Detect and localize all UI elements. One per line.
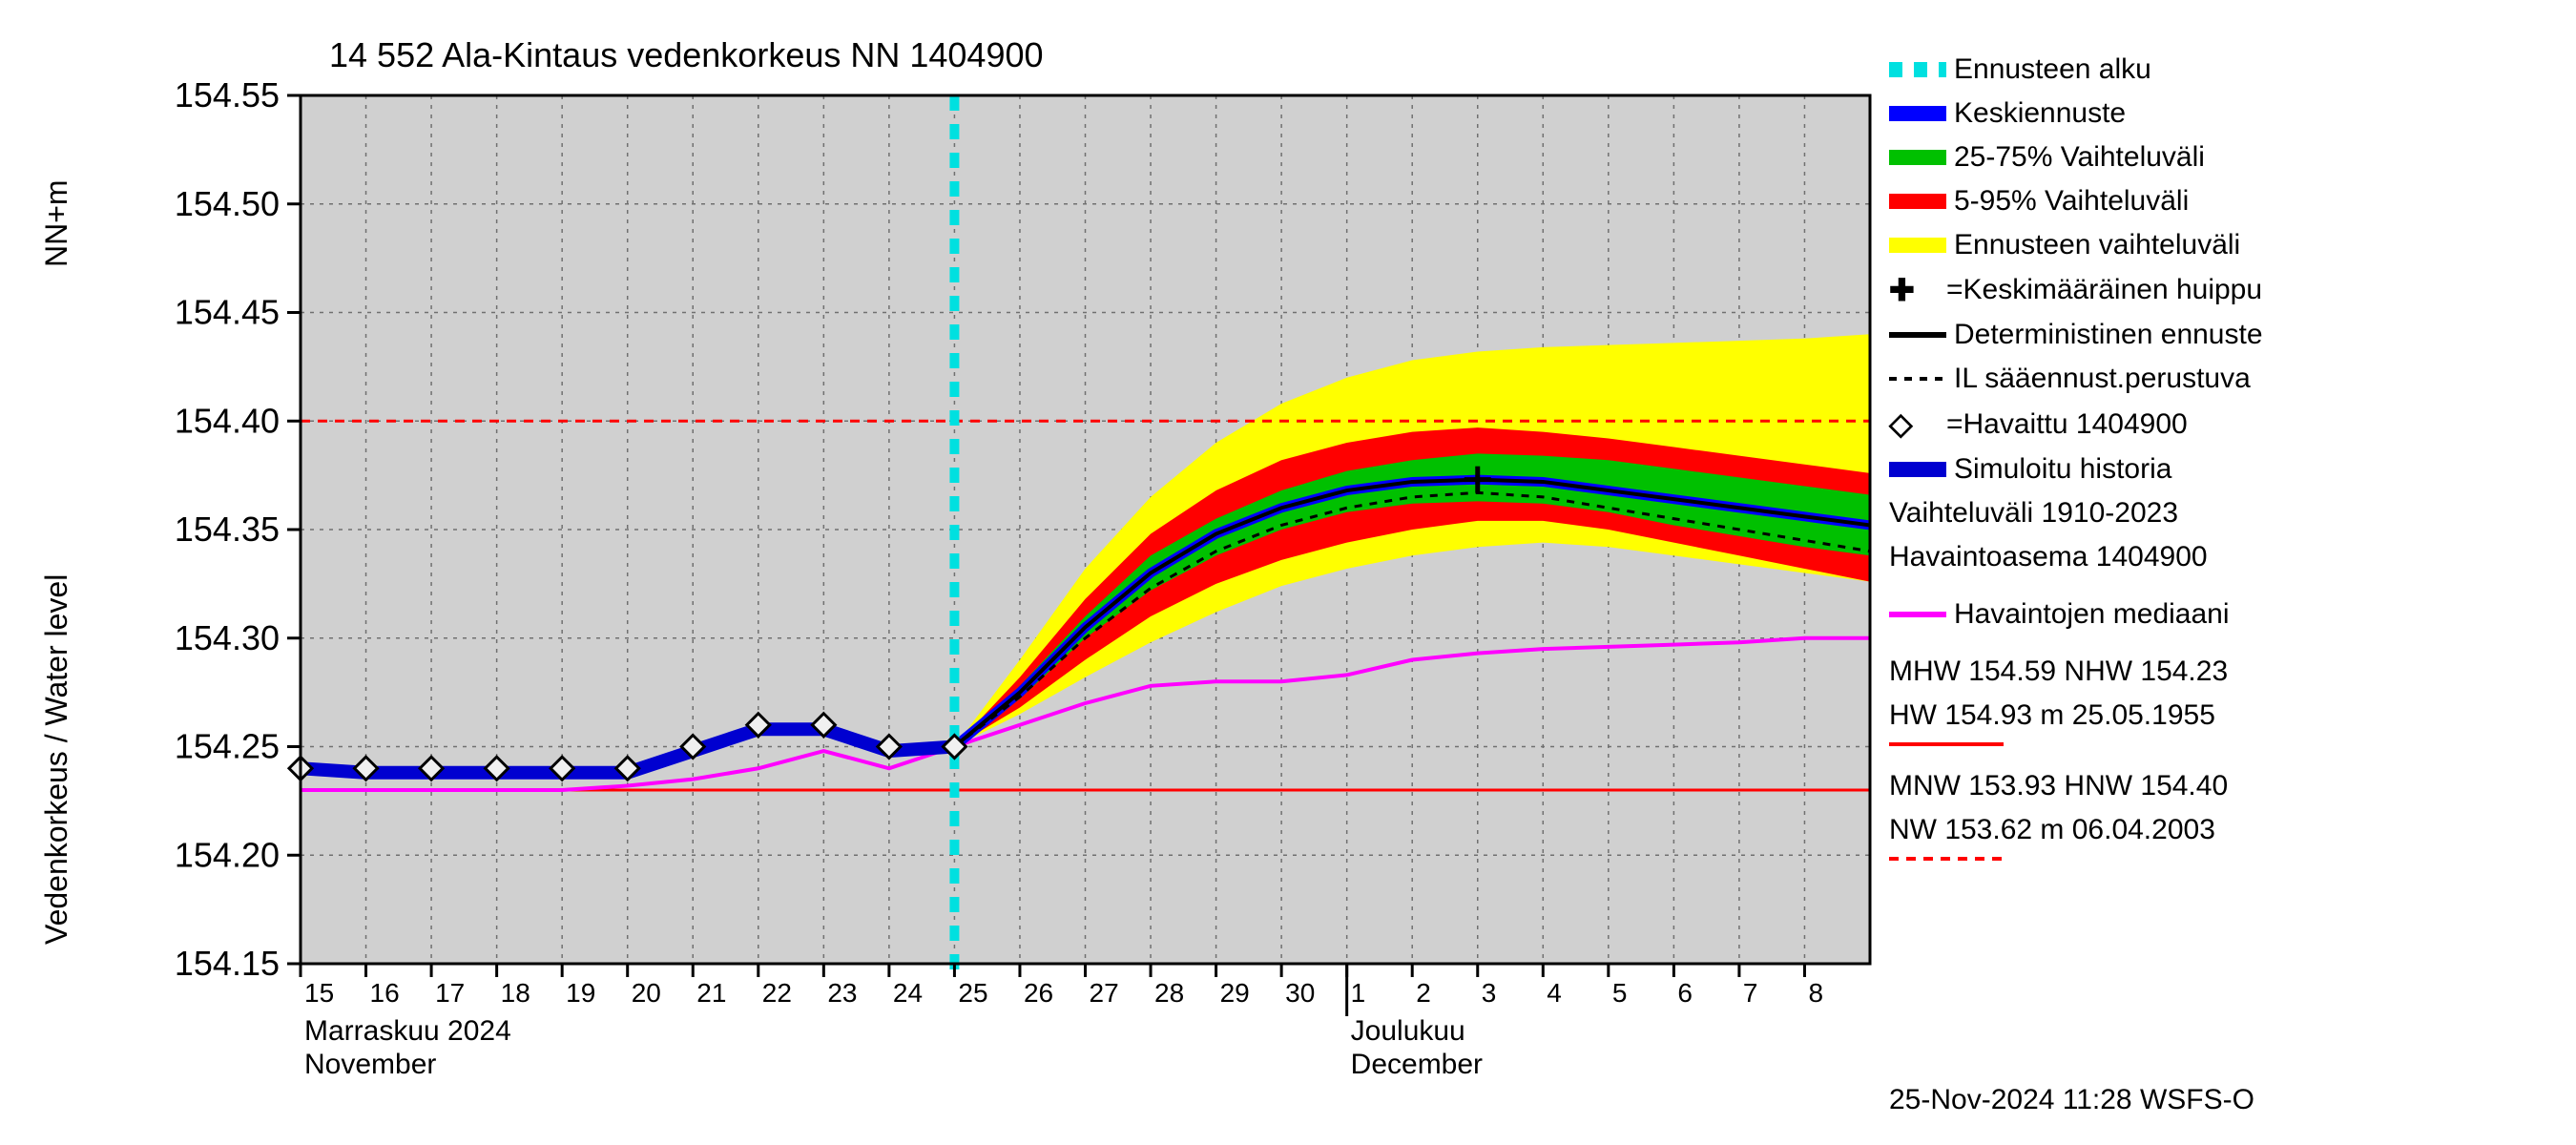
svg-text:21: 21 [696,978,726,1008]
legend-swatch [1889,612,1946,617]
svg-text:November: November [304,1049,436,1080]
legend-swatch [1889,194,1946,209]
legend-line-nwtxt2 [1889,857,2557,861]
legend-line-hwtxt2 [1889,742,2557,746]
legend-item-hwtxt2: HW 154.93 m 25.05.1955 [1889,698,2557,733]
svg-text:154.55: 154.55 [175,75,280,114]
legend-item-histrange: Vaihteluväli 1910-2023 [1889,496,2557,531]
legend-swatch [1889,106,1946,121]
svg-text:16: 16 [370,978,400,1008]
legend-item-peak: ✚=Keskimääräinen huippu [1889,272,2557,308]
legend-swatch [1889,332,1946,338]
svg-text:Marraskuu 2024: Marraskuu 2024 [304,1015,511,1047]
legend-swatch [1889,857,2004,861]
svg-text:8: 8 [1808,978,1823,1008]
svg-text:14 552 Ala-Kintaus vedenkorkeu: 14 552 Ala-Kintaus vedenkorkeus NN 14049… [329,35,1044,74]
svg-text:28: 28 [1154,978,1184,1008]
legend-item-hwtxt: MHW 154.59 NHW 154.23 [1889,655,2557,689]
legend-label: MNW 153.93 HNW 154.40 [1889,769,2228,803]
svg-text:3: 3 [1482,978,1497,1008]
svg-text:Joulukuu: Joulukuu [1351,1015,1465,1047]
svg-text:17: 17 [435,978,465,1008]
svg-text:December: December [1351,1049,1483,1080]
legend-item-obs: ◇=Havaittu 1404900 [1889,406,2557,442]
legend-swatch [1889,742,2004,746]
svg-text:154.15: 154.15 [175,944,280,983]
svg-text:25: 25 [958,978,987,1008]
legend-label: Ennusteen alku [1954,52,2151,87]
svg-text:Vedenkorkeus / Water level: Vedenkorkeus / Water level [39,574,73,945]
legend-swatch [1889,462,1946,477]
legend-label: 5-95% Vaihteluväli [1954,184,2189,219]
svg-text:20: 20 [632,978,661,1008]
svg-text:19: 19 [566,978,595,1008]
legend-item-p90: 5-95% Vaihteluväli [1889,184,2557,219]
svg-text:154.45: 154.45 [175,293,280,332]
legend-item-central: Keskiennuste [1889,96,2557,131]
svg-text:NN+m: NN+m [39,179,73,267]
svg-text:154.35: 154.35 [175,510,280,549]
legend-label: Havaintoasema 1404900 [1889,540,2208,574]
legend-label: IL sääennust.perustuva [1954,362,2251,396]
svg-text:154.20: 154.20 [175,835,280,874]
legend-item-nwtxt2: NW 153.62 m 06.04.2003 [1889,813,2557,847]
legend-swatch [1889,62,1946,77]
svg-text:26: 26 [1024,978,1053,1008]
legend-label: Keskiennuste [1954,96,2126,131]
svg-text:154.30: 154.30 [175,618,280,657]
diamond-icon: ◇ [1889,406,1946,442]
legend-label: HW 154.93 m 25.05.1955 [1889,698,2215,733]
legend-label: Havaintojen mediaani [1954,597,2230,632]
svg-text:30: 30 [1285,978,1315,1008]
svg-text:4: 4 [1547,978,1562,1008]
svg-text:29: 29 [1220,978,1250,1008]
legend-label: 25-75% Vaihteluväli [1954,140,2205,175]
chart-legend: Ennusteen alku Keskiennuste 25-75% Vaihtel… [1889,52,2557,870]
svg-text:18: 18 [501,978,530,1008]
svg-text:15: 15 [304,978,334,1008]
legend-label: Simuloitu historia [1954,452,2171,487]
svg-text:22: 22 [762,978,792,1008]
svg-text:7: 7 [1743,978,1758,1008]
legend-label: MHW 154.59 NHW 154.23 [1889,655,2228,689]
legend-label: =Keskimääräinen huippu [1946,273,2262,307]
svg-text:5: 5 [1612,978,1628,1008]
svg-text:23: 23 [827,978,857,1008]
legend-label: Deterministinen ennuste [1954,318,2263,352]
svg-text:1: 1 [1351,978,1366,1008]
legend-swatch [1889,377,1946,381]
legend-item-median: Havaintojen mediaani [1889,597,2557,632]
svg-text:27: 27 [1090,978,1119,1008]
legend-item-range: Ennusteen vaihteluväli [1889,228,2557,262]
legend-label: =Havaittu 1404900 [1946,407,2188,442]
legend-item-forecast_start: Ennusteen alku [1889,52,2557,87]
legend-label: Vaihteluväli 1910-2023 [1889,496,2178,531]
legend-item-iqr: 25-75% Vaihteluväli [1889,140,2557,175]
svg-text:154.50: 154.50 [175,184,280,223]
legend-swatch [1889,238,1946,253]
legend-item-simhist: Simuloitu historia [1889,452,2557,487]
svg-text:154.25: 154.25 [175,727,280,766]
svg-text:154.40: 154.40 [175,401,280,440]
legend-label: Ennusteen vaihteluväli [1954,228,2240,262]
legend-item-det: Deterministinen ennuste [1889,318,2557,352]
plus-icon: ✚ [1889,272,1946,308]
legend-item-station: Havaintoasema 1404900 [1889,540,2557,574]
svg-text:24: 24 [893,978,923,1008]
svg-text:2: 2 [1416,978,1431,1008]
svg-text:6: 6 [1677,978,1693,1008]
legend-swatch [1889,150,1946,165]
legend-item-il: IL sääennust.perustuva [1889,362,2557,396]
legend-label: NW 153.62 m 06.04.2003 [1889,813,2215,847]
legend-item-nwtxt: MNW 153.93 HNW 154.40 [1889,769,2557,803]
footer-timestamp: 25-Nov-2024 11:28 WSFS-O [1889,1084,2254,1116]
